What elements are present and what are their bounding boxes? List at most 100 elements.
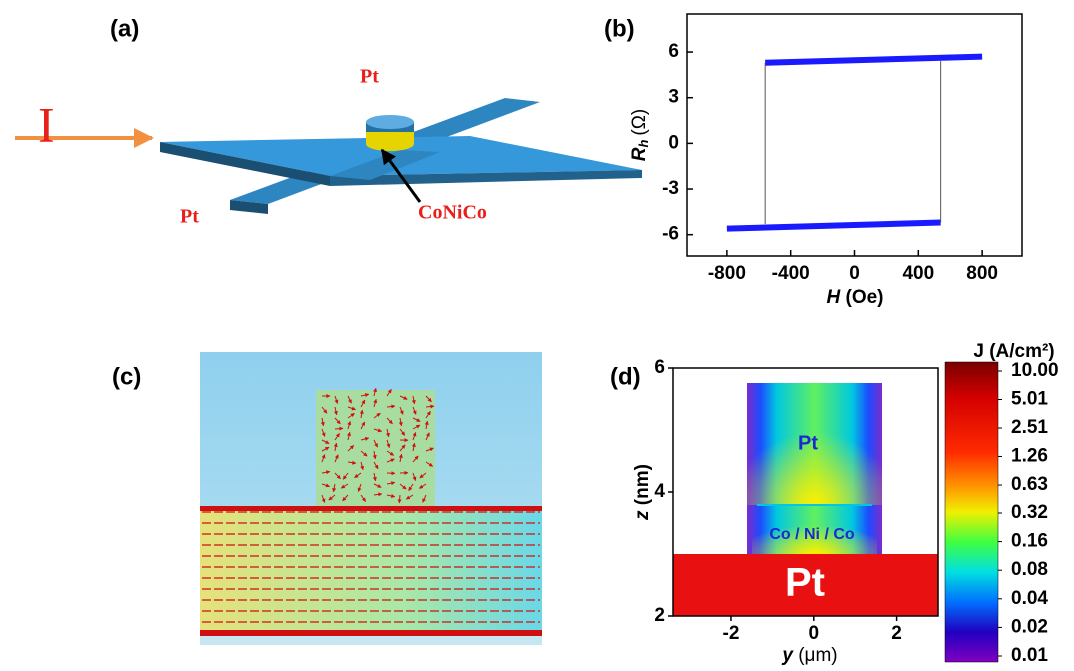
current-arrow (347, 445, 355, 452)
current-arrow (386, 388, 392, 397)
label-part: R (629, 147, 650, 161)
current-arrow (373, 492, 383, 497)
label-part: (μm) (798, 645, 837, 666)
current-arrow (386, 417, 393, 425)
loop-branch (726, 219, 941, 232)
current-arrow (408, 483, 414, 492)
colorbar-tick-label: 0.16 (1011, 531, 1048, 552)
current-arrow (373, 483, 382, 488)
current-arrow (373, 461, 379, 470)
device-sketch (15, 98, 642, 214)
current-arrow (360, 393, 370, 397)
current-arrow (412, 406, 417, 415)
y-tick-label: -3 (662, 178, 679, 199)
x-tick-label: 800 (966, 263, 998, 284)
current-arrow (347, 431, 351, 441)
label-part: y (781, 645, 794, 666)
y-axis-label: Rh (Ω) (629, 109, 651, 162)
current-arrow (334, 433, 340, 441)
colorbar-tick-label: 0.01 (1011, 645, 1048, 666)
colorbar-tick-label: 1.26 (1011, 445, 1048, 466)
current-arrow (359, 409, 364, 419)
current-arrow (386, 439, 391, 449)
x-tick-label: 2 (891, 623, 902, 644)
x-tick-label: 0 (808, 623, 819, 644)
colorbar-tick-label: 0.04 (1011, 588, 1048, 609)
y-tick-label: 2 (654, 605, 665, 626)
current-arrow (360, 436, 370, 441)
panel-label: (a) (110, 15, 139, 42)
current-arrow (399, 395, 408, 400)
current-arrow (373, 428, 383, 433)
current-arrow (405, 494, 414, 500)
current-arrow (412, 432, 417, 441)
current-arrow (360, 421, 366, 430)
current-arrow (419, 483, 427, 489)
current-arrow (399, 406, 404, 415)
y-tick-label: 4 (654, 481, 665, 502)
current-arrow (347, 420, 352, 430)
current-arrow (386, 450, 395, 456)
colorbar-tick-label: 2.51 (1011, 417, 1048, 438)
label-part: (nm) (632, 464, 653, 505)
interface-line (200, 630, 542, 636)
y-tick-label: 3 (668, 87, 679, 108)
loop-branch (765, 53, 983, 66)
current-arrow (332, 483, 337, 493)
colorbar-tick-label: 5.01 (1011, 389, 1048, 410)
x-tick-label: -2 (723, 623, 740, 644)
x-tick-label: 0 (849, 263, 860, 284)
colorbar-tick-label: 0.63 (1011, 474, 1048, 495)
y-axis-label: z (nm) (632, 464, 653, 521)
panel-label: (b) (604, 15, 635, 42)
panel-label: (c) (112, 363, 141, 390)
current-arrow (373, 412, 381, 419)
current-arrow (340, 483, 349, 489)
y-tick-label: -6 (662, 224, 679, 245)
x-tick-label: -800 (708, 263, 746, 284)
current-arrow (386, 404, 396, 409)
x-axis-label: H (Oe) (826, 287, 883, 308)
current-arrow (425, 395, 432, 403)
current-arrow (412, 472, 417, 481)
current-arrow (399, 483, 407, 490)
current-arrow (412, 424, 421, 430)
current-arrow (373, 387, 377, 397)
current-arrow (372, 450, 377, 460)
current-arrow (398, 453, 403, 463)
label-part: (Ω) (629, 109, 650, 136)
current-arrow (347, 395, 352, 404)
current-arrow (347, 412, 355, 419)
panel-label: (d) (610, 363, 641, 390)
current-arrow (373, 439, 378, 448)
current-arrow (424, 420, 429, 430)
current-label: I (38, 96, 55, 152)
current-arrow (425, 432, 430, 441)
current-arrow (422, 494, 427, 503)
y-tick-label: 0 (668, 132, 679, 153)
current-arrow (412, 455, 419, 463)
current-arrow (321, 406, 328, 414)
current-arrow (386, 481, 396, 486)
current-arrow (321, 428, 326, 437)
stack-label: CoNiCo (418, 202, 487, 224)
current-arrow (334, 426, 344, 431)
colorbar-tick-label: 0.32 (1011, 502, 1048, 523)
current-arrow (334, 454, 339, 463)
x-tick-label: -400 (772, 263, 810, 284)
current-arrow (425, 411, 431, 419)
current-arrow (321, 483, 330, 488)
plot-frame (686, 13, 1023, 257)
current-arrow (321, 494, 326, 503)
interface-line (200, 506, 542, 511)
region-label: Pt (798, 432, 818, 454)
current-arrow (360, 399, 366, 408)
label-part: h (636, 140, 651, 148)
current-arrow (425, 404, 435, 409)
pt-label: Pt (360, 66, 379, 88)
label-part: (Oe) (846, 287, 884, 308)
current-arrow (425, 461, 433, 467)
current-arrow (360, 494, 367, 502)
current-density-map (673, 368, 938, 616)
current-arrow (425, 447, 434, 452)
